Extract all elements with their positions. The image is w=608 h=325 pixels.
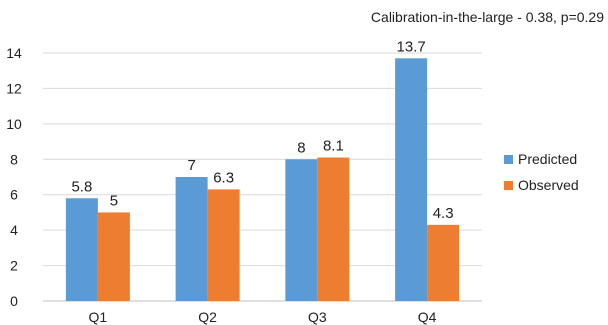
bar-observed-q1: [97, 212, 130, 301]
data-label: 5: [110, 192, 118, 209]
x-tick-label: Q4: [418, 309, 437, 325]
data-label: 13.7: [397, 38, 426, 55]
legend-swatch-predicted: [504, 155, 513, 164]
legend: Predicted Observed: [504, 151, 579, 193]
bars: [65, 58, 460, 301]
bar-predicted-q4: [395, 58, 428, 301]
y-tick-label: 0: [10, 293, 18, 309]
y-tick-label: 4: [10, 222, 18, 238]
legend-swatch-observed: [504, 181, 513, 190]
data-label: 4.3: [433, 205, 454, 222]
bar-predicted-q2: [175, 177, 208, 301]
data-labels: 5.8 5 7 6.3 8 8.1 13.7 4.3: [71, 38, 453, 222]
y-tick-label: 6: [10, 187, 18, 203]
y-tick-label: 12: [6, 80, 22, 96]
bar-predicted-q1: [65, 198, 98, 301]
bar-observed-q4: [427, 224, 460, 301]
data-label: 7: [187, 157, 195, 174]
bar-observed-q3: [317, 157, 350, 301]
x-tick-label: Q3: [308, 309, 327, 325]
y-axis-tick-labels: 0 2 4 6 8 10 12 14: [6, 45, 22, 309]
x-tick-label: Q2: [198, 309, 217, 325]
y-tick-label: 14: [6, 45, 22, 61]
legend-label-observed: Observed: [518, 177, 579, 193]
y-tick-label: 10: [6, 116, 22, 132]
x-tick-label: Q1: [89, 309, 108, 325]
data-label: 6.3: [213, 169, 234, 186]
bar-observed-q2: [207, 189, 240, 301]
data-label: 8.1: [323, 138, 344, 155]
data-label: 8: [297, 139, 305, 156]
y-tick-label: 8: [10, 151, 18, 167]
data-label: 5.8: [71, 178, 92, 195]
bar-predicted-q3: [285, 159, 318, 301]
chart-annotation: Calibration-in-the-large - 0.38, p=0.29: [371, 9, 604, 25]
y-tick-label: 2: [10, 258, 18, 274]
x-axis-tick-labels: Q1 Q2 Q3 Q4: [89, 309, 437, 325]
legend-label-predicted: Predicted: [518, 151, 577, 167]
